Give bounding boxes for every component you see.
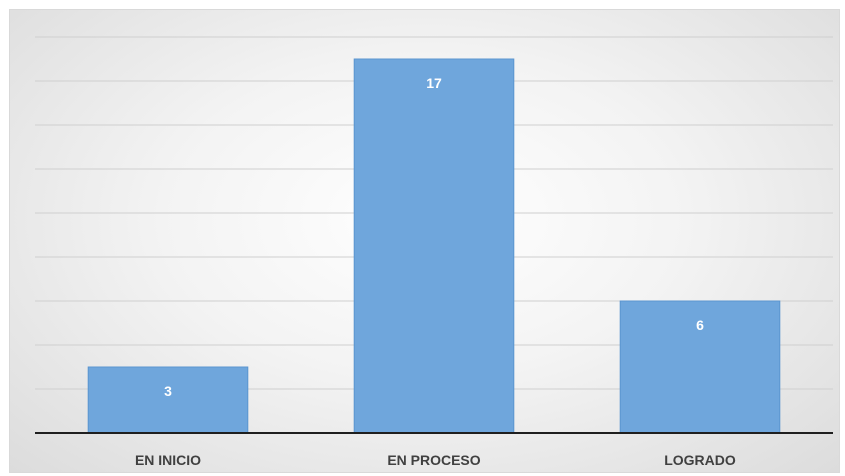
data-label-en-proceso: 17 bbox=[426, 75, 442, 91]
bars: 3 17 6 bbox=[88, 59, 780, 433]
x-tick-label-en-proceso: EN PROCESO bbox=[387, 452, 480, 468]
bar-en-inicio bbox=[88, 367, 248, 433]
x-tick-label-logrado: LOGRADO bbox=[664, 452, 736, 468]
bar-en-proceso bbox=[354, 59, 514, 433]
data-label-en-inicio: 3 bbox=[164, 383, 172, 399]
x-axis-tick-labels: EN INICIO EN PROCESO LOGRADO bbox=[135, 452, 736, 468]
data-label-logrado: 6 bbox=[696, 317, 704, 333]
x-tick-label-en-inicio: EN INICIO bbox=[135, 452, 201, 468]
